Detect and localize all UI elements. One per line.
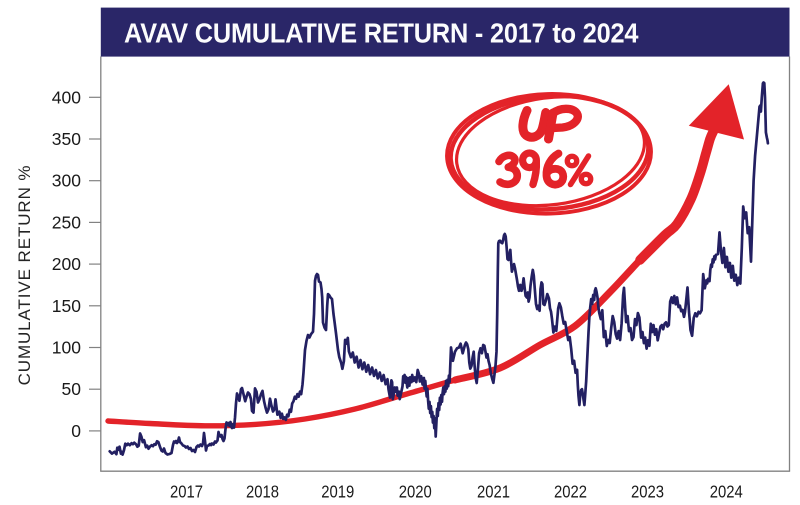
svg-text:2023: 2023 [631, 482, 664, 502]
svg-text:2020: 2020 [399, 482, 432, 502]
svg-text:150: 150 [52, 296, 81, 316]
svg-text:350: 350 [52, 129, 81, 149]
svg-text:CUMULATIVE RETURN %: CUMULATIVE RETURN % [15, 165, 34, 386]
svg-text:2018: 2018 [246, 482, 279, 502]
svg-text:300: 300 [52, 171, 81, 191]
svg-text:2019: 2019 [321, 482, 354, 502]
svg-text:200: 200 [52, 254, 81, 274]
svg-text:100: 100 [52, 338, 81, 358]
svg-text:50: 50 [62, 379, 82, 399]
svg-text:400: 400 [52, 87, 81, 107]
svg-text:250: 250 [52, 212, 81, 232]
svg-text:0: 0 [71, 421, 81, 441]
svg-text:2021: 2021 [477, 482, 510, 502]
svg-text:2024: 2024 [710, 482, 743, 502]
svg-text:2017: 2017 [170, 482, 203, 502]
svg-text:2022: 2022 [554, 482, 587, 502]
svg-text:AVAV CUMULATIVE RETURN - 2017: AVAV CUMULATIVE RETURN - 2017 to 2024 [124, 18, 639, 49]
